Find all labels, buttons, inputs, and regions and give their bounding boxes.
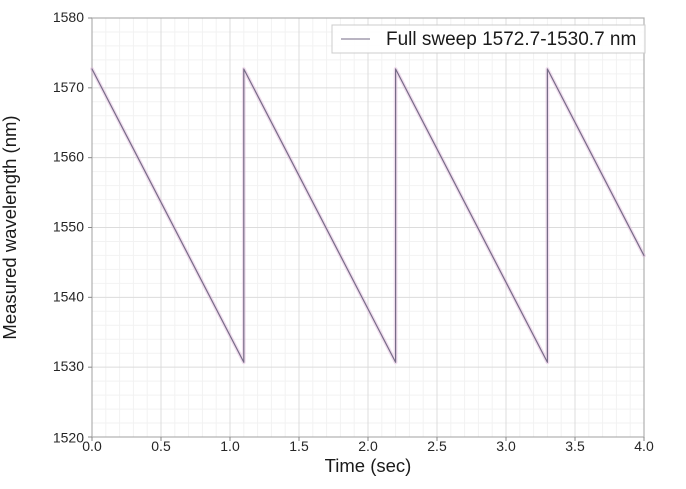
svg-text:3.0: 3.0 [496, 438, 516, 454]
svg-text:2.5: 2.5 [427, 438, 447, 454]
svg-text:0.5: 0.5 [151, 438, 171, 454]
svg-text:1540: 1540 [53, 288, 84, 304]
svg-text:Measured wavelength (nm): Measured wavelength (nm) [0, 115, 20, 339]
svg-text:1.5: 1.5 [289, 438, 309, 454]
svg-text:Full sweep 1572.7-1530.7 nm: Full sweep 1572.7-1530.7 nm [386, 29, 636, 50]
svg-text:1580: 1580 [53, 9, 84, 25]
svg-text:1530: 1530 [53, 358, 84, 374]
svg-text:3.5: 3.5 [565, 438, 585, 454]
svg-text:Time (sec): Time (sec) [325, 455, 412, 476]
svg-text:2.0: 2.0 [358, 438, 378, 454]
svg-text:1550: 1550 [53, 219, 84, 235]
svg-text:4.0: 4.0 [634, 438, 654, 454]
svg-text:1570: 1570 [53, 79, 84, 95]
svg-text:0.0: 0.0 [82, 438, 102, 454]
svg-text:1.0: 1.0 [220, 438, 240, 454]
svg-text:1560: 1560 [53, 149, 84, 165]
svg-text:1520: 1520 [53, 430, 84, 446]
